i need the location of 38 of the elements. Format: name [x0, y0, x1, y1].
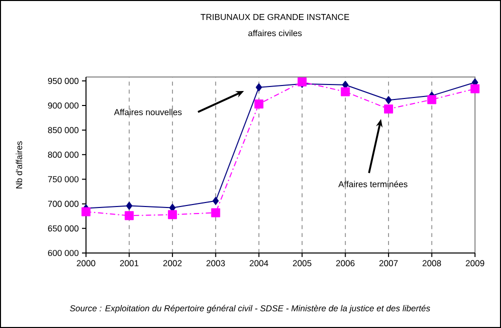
y-tick-label: 700 000 [48, 200, 78, 207]
point [126, 202, 132, 210]
point [256, 83, 262, 92]
y-tick-label: 950 000 [48, 78, 78, 84]
x-tick-label: 2007 [379, 260, 398, 266]
x-tick-label: 2009 [466, 260, 484, 266]
y-tick-label: 600 000 [48, 250, 78, 256]
point [124, 211, 134, 220]
point [384, 104, 394, 114]
annotation: Affaires terminées [338, 180, 408, 188]
point [470, 84, 480, 94]
chart-subtitle: affaires civiles [248, 30, 302, 36]
x-tick-label: 2001 [120, 260, 138, 266]
y-tick-label: 800 000 [48, 152, 78, 158]
y-tick-label: 850 000 [48, 127, 78, 134]
point [212, 196, 219, 205]
x-tick-label: 2000 [76, 260, 96, 266]
source-note: Source : Exploitation du Répertoire général civil - SDSE - Ministère de la justice et des libertés [70, 304, 430, 314]
chart-title: TRIBUNAUX DE GRANDE INSTANCE [200, 14, 350, 20]
point [82, 207, 90, 216]
x-tick-label: 2004 [250, 260, 268, 266]
point [340, 87, 350, 96]
y-tick-label: 650 000 [48, 225, 78, 232]
annotation: Affaires nouvelles [114, 108, 182, 116]
y-tick-label: 900 000 [48, 102, 78, 109]
point [298, 77, 307, 86]
y-axis-title: Nb d'affaires [16, 141, 22, 188]
point [427, 95, 436, 104]
y-tick-label: 750 000 [48, 176, 78, 182]
x-tick-label: 2006 [336, 260, 355, 266]
x-tick-label: 2005 [292, 260, 312, 266]
point [385, 96, 392, 104]
x-tick-label: 2002 [163, 260, 182, 266]
point [254, 100, 264, 109]
point [168, 210, 177, 220]
x-tick-label: 2003 [206, 260, 225, 266]
point [211, 208, 220, 218]
x-tick-label: 2008 [422, 260, 441, 266]
